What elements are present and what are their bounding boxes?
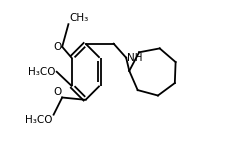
Text: H₃CO: H₃CO [28, 67, 56, 77]
Text: CH₃: CH₃ [69, 13, 88, 23]
Text: O: O [53, 42, 61, 52]
Text: NH: NH [126, 53, 142, 63]
Text: O: O [53, 87, 61, 97]
Text: H₃CO: H₃CO [25, 115, 53, 125]
